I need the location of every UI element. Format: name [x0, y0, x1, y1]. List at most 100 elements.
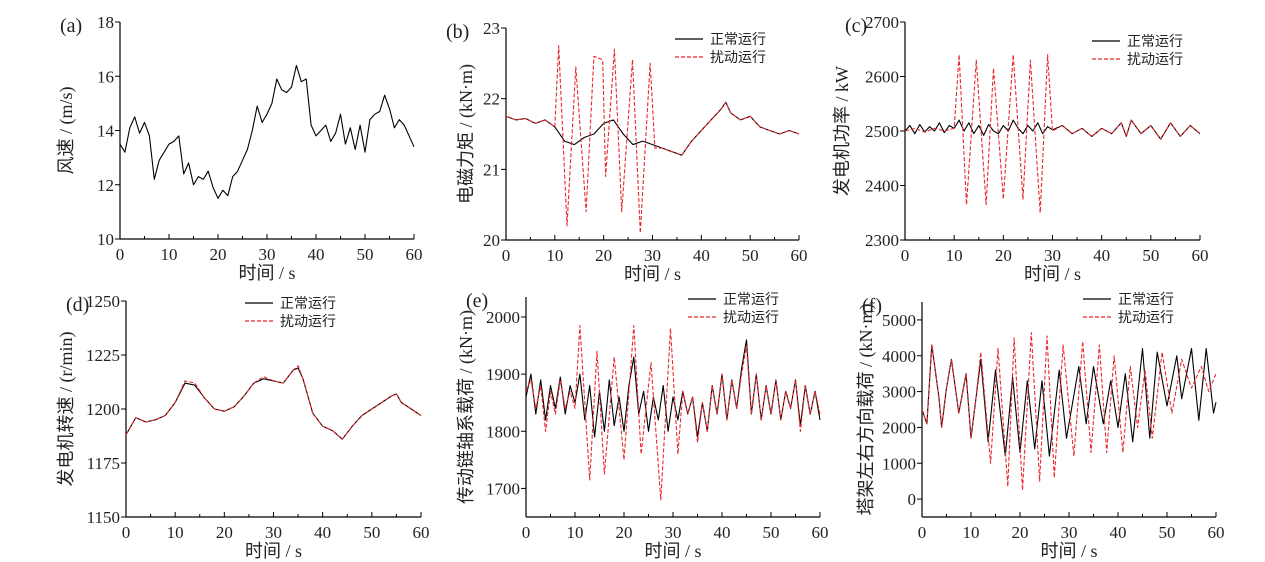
- x-tick-label: 50: [742, 246, 759, 265]
- series-line-disturbed: [125, 365, 422, 440]
- y-tick-label: 2000: [882, 418, 916, 437]
- legend-label-disturbed: 扰动运行: [1118, 310, 1174, 326]
- x-tick-label: 60: [413, 523, 430, 542]
- x-tick-label: 60: [1208, 523, 1225, 542]
- x-tick-label: 0: [522, 523, 531, 542]
- x-tick-label: 50: [763, 523, 780, 542]
- y-tick-label: 1000: [882, 454, 916, 473]
- panel-label: (e): [466, 290, 488, 312]
- x-axis-label: 时间 / s: [644, 541, 701, 561]
- x-tick-label: 60: [406, 245, 423, 264]
- y-tick-label: 1800: [486, 422, 520, 441]
- panel-label: (a): [60, 15, 82, 37]
- subplot-d: 0 10 20 30 40 50 60 1150 1175 1200 1225 1250(d) 时间 /…: [56, 292, 430, 561]
- x-tick-label: 60: [1192, 246, 1209, 265]
- x-tick-label: 50: [363, 523, 380, 542]
- series-line-normal: [125, 367, 422, 440]
- subplot-b: 0 10 20 30 40 50 60 20 21 22 23 (b) 时间 / s 电磁力矩 / (kN…: [446, 19, 808, 284]
- y-axis-label: 发电机转速 / (r/min): [56, 332, 77, 487]
- x-tick-label: 20: [210, 245, 227, 264]
- x-tick-label: 10: [567, 523, 584, 542]
- y-tick-label: 4000: [882, 347, 916, 366]
- y-tick-label: 2400: [865, 177, 899, 196]
- y-tick-label: 1250: [86, 292, 120, 311]
- series-line-disturbed: [921, 331, 1217, 491]
- x-tick-label: 30: [1061, 523, 1078, 542]
- y-tick-label: 3000: [882, 383, 916, 402]
- x-tick-label: 10: [963, 523, 980, 542]
- legend-label-normal: 正常运行: [1127, 34, 1183, 50]
- panel-label: (f): [862, 295, 882, 317]
- x-tick-label: 30: [1044, 246, 1061, 265]
- x-tick-label: 40: [693, 246, 710, 265]
- subplot-c: 0 10 20 30 40 50 60 2300 2400 2500 2600 2700(c) 时间 /…: [832, 13, 1209, 284]
- series-line-normal: [525, 339, 821, 438]
- x-tick-label: 0: [116, 245, 125, 264]
- legend-label-normal: 正常运行: [723, 292, 779, 308]
- x-axis-label: 时间 / s: [1024, 264, 1081, 284]
- y-tick-label: 1900: [486, 365, 520, 384]
- x-tick-label: 40: [308, 245, 325, 264]
- y-tick-label: 1225: [86, 346, 120, 365]
- y-axis-label: 发电机功率 / kW: [832, 66, 852, 196]
- y-tick-label: 21: [483, 160, 500, 179]
- series-line-disturbed: [505, 45, 800, 234]
- subplot-f: 0 10 20 30 40 50 60 0 1000 2000 3000 4000 5000(f) 时间 …: [856, 292, 1225, 561]
- series-line-normal: [505, 101, 800, 156]
- legend-label-normal: 正常运行: [1118, 292, 1174, 308]
- x-tick-label: 10: [546, 246, 563, 265]
- x-axis-label: 时间 / s: [245, 541, 302, 561]
- x-tick-label: 0: [901, 246, 910, 265]
- x-axis-label: 时间 / s: [624, 264, 681, 284]
- x-tick-label: 60: [812, 523, 829, 542]
- legend-label-normal: 正常运行: [280, 296, 336, 312]
- x-tick-label: 20: [595, 246, 612, 265]
- series-line-disturbed: [525, 325, 821, 501]
- y-tick-label: 1200: [86, 400, 120, 419]
- y-tick-label: 12: [97, 176, 114, 195]
- x-tick-label: 0: [918, 523, 927, 542]
- y-tick-label: 23: [483, 19, 500, 38]
- y-tick-label: 14: [97, 122, 115, 141]
- y-tick-label: 2700: [865, 13, 899, 32]
- legend-label-normal: 正常运行: [710, 32, 766, 48]
- x-tick-label: 10: [161, 245, 178, 264]
- x-tick-label: 30: [644, 246, 661, 265]
- x-tick-label: 30: [265, 523, 282, 542]
- y-tick-label: 20: [483, 231, 500, 250]
- legend-label-disturbed: 扰动运行: [280, 314, 336, 330]
- y-tick-label: 2300: [865, 231, 899, 250]
- panel-label: (b): [446, 21, 469, 43]
- y-tick-label: 0: [908, 490, 917, 509]
- y-tick-label: 22: [483, 90, 500, 109]
- y-tick-label: 1150: [87, 508, 120, 527]
- x-tick-label: 10: [167, 523, 184, 542]
- x-tick-label: 30: [665, 523, 682, 542]
- x-tick-label: 20: [616, 523, 633, 542]
- panel-label: (d): [66, 294, 89, 316]
- x-tick-label: 20: [216, 523, 233, 542]
- x-tick-label: 30: [259, 245, 276, 264]
- x-tick-label: 0: [502, 246, 511, 265]
- y-axis-label: 电磁力矩 / (kN·m): [456, 64, 477, 204]
- x-tick-label: 40: [1093, 246, 1110, 265]
- y-axis-label: 传动链轴系载荷 / (kN·m): [456, 310, 477, 504]
- x-tick-label: 40: [714, 523, 731, 542]
- y-tick-label: 5000: [882, 311, 916, 330]
- x-tick-label: 10: [946, 246, 963, 265]
- y-axis-label: 塔架左右方向载荷 / (kN·m): [856, 304, 877, 516]
- y-tick-label: 2000: [486, 308, 520, 327]
- series-line-normal: [119, 64, 415, 199]
- y-tick-label: 18: [97, 13, 114, 32]
- x-axis-label: 时间 / s: [1040, 541, 1097, 561]
- y-axis-label: 风速 / (m/s): [56, 86, 77, 174]
- subplot-e: 0 10 20 30 40 50 60 1700 1800 1900 2000(e) 时间 / s 传动…: [456, 290, 829, 561]
- x-tick-label: 0: [122, 523, 131, 542]
- legend-label-disturbed: 扰动运行: [1127, 52, 1183, 68]
- x-axis-label: 时间 / s: [238, 263, 295, 283]
